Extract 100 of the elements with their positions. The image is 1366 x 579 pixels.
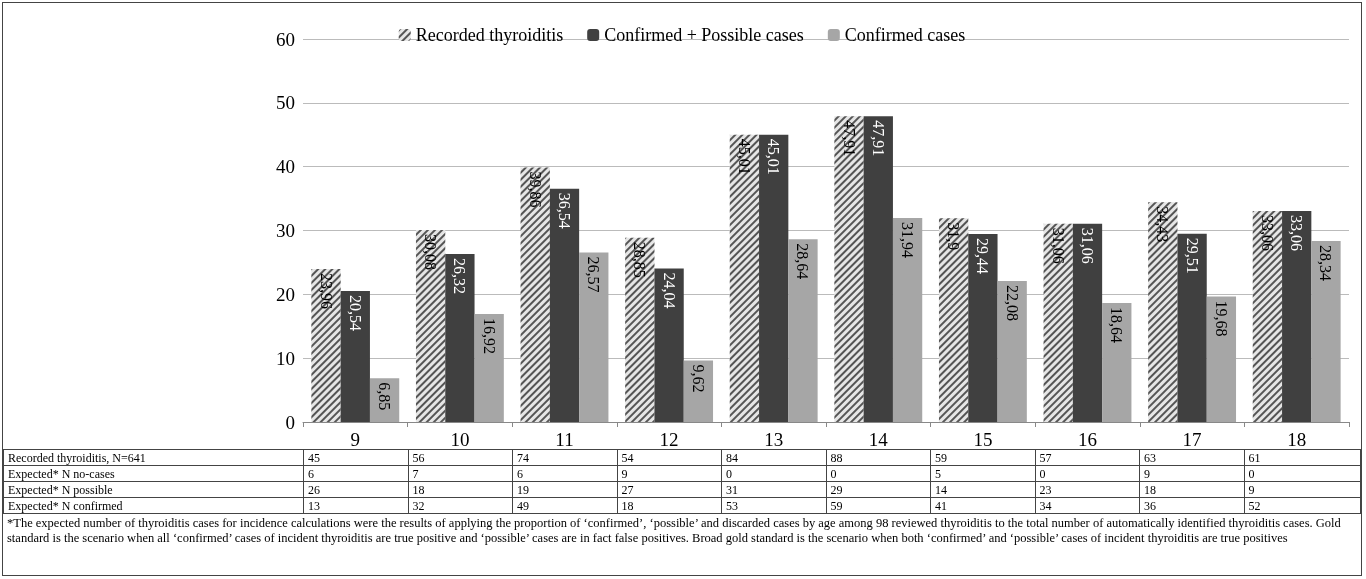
text: 52: [1244, 497, 1361, 514]
data-label: 22,08: [1003, 285, 1021, 322]
text: 7: [408, 465, 513, 482]
text: 49: [512, 497, 617, 514]
bar: [1102, 303, 1132, 422]
bar: [997, 281, 1027, 422]
text: 5: [930, 465, 1035, 482]
data-label: 36,54: [556, 192, 573, 229]
data-label: 31,9: [945, 222, 963, 251]
data-label: 47,91: [869, 120, 887, 157]
text: 45: [303, 449, 408, 466]
text: 9: [1139, 465, 1244, 482]
data-label: 33,06: [1258, 214, 1276, 251]
text: 59: [930, 449, 1035, 466]
bar: [1311, 241, 1341, 422]
y-tick-label: 30: [276, 220, 295, 241]
data-label: 24,04: [660, 272, 678, 309]
data-label: 31,06: [1049, 227, 1067, 264]
data-label: 6,85: [376, 382, 394, 411]
text: 41: [930, 497, 1035, 514]
bar: [579, 252, 609, 422]
text: 36: [1139, 497, 1244, 514]
text: 19: [512, 481, 617, 498]
data-label: 20,54: [346, 294, 364, 331]
data-label: 34,43: [1154, 206, 1172, 243]
text: 18: [408, 481, 513, 498]
data-label: 18,64: [1108, 307, 1126, 344]
bar: [759, 134, 789, 422]
text: 29: [826, 481, 931, 498]
data-label: 30,08: [422, 233, 440, 270]
legend-label: Confirmed + Possible cases: [604, 25, 804, 45]
x-tick-label: 13: [764, 429, 784, 450]
text: 32: [408, 497, 513, 514]
data-label: 28,34: [1317, 245, 1335, 282]
y-tick-label: 40: [276, 156, 295, 178]
x-tick-label: 18: [1287, 429, 1307, 450]
text: *The expected number of thyroiditis cases for incidence calculations were the results of applying the proportion of ‘confirmed’, ‘possible’ and discarded cases by age among 98 reviewed thyroiditis to the total number of automatically identified thyroiditis cases. Gold standard is the scenario when all ‘confirmed’ cases of incident thyroiditis are true positive and ‘possible’ cases are in fact false positives. Broad gold standard is the scenario when both ‘confirmed’ and ‘possible’ cases of incident thyroiditis are true positives: [7, 516, 1342, 546]
text: 74: [512, 449, 617, 466]
text: 6: [303, 465, 408, 482]
x-tick-label: 14: [868, 429, 889, 450]
text: 57: [1035, 449, 1140, 466]
bar: [1177, 233, 1207, 422]
x-tick-label: 12: [659, 429, 679, 450]
text: 9: [617, 465, 722, 482]
data-label: 29,44: [974, 238, 992, 275]
x-tick-label: 15: [973, 429, 993, 450]
data-label: 16,92: [480, 317, 498, 354]
text: 61: [1244, 449, 1361, 466]
data-label: 39,86: [526, 171, 544, 208]
text: 84: [721, 449, 826, 466]
y-tick-label: 0: [285, 411, 295, 433]
text: 56: [408, 449, 513, 466]
text: 88: [826, 449, 931, 466]
text: 0: [1244, 465, 1361, 482]
text: 14: [930, 481, 1035, 498]
data-label: 9,62: [689, 364, 707, 393]
y-tick-label: 50: [276, 92, 295, 114]
y-tick-label: 20: [276, 283, 295, 305]
bar: [863, 116, 893, 422]
bar: [340, 290, 370, 422]
data-label: 19,68: [1212, 300, 1230, 337]
bar: [892, 218, 923, 422]
bar: [788, 239, 818, 422]
bar: [1072, 223, 1103, 422]
x-tick-label: 16: [1078, 429, 1097, 450]
data-label: 28,85: [631, 241, 649, 278]
text: 54: [617, 449, 722, 466]
data-label: 29,51: [1183, 237, 1201, 274]
data-label: 33,06: [1288, 214, 1306, 251]
bar: [1206, 296, 1237, 422]
bar: [1282, 210, 1312, 422]
text: Expected* N no-cases: [3, 465, 304, 482]
text: 59: [826, 497, 931, 514]
text: 53: [721, 497, 826, 514]
text: 0: [721, 465, 826, 482]
legend-label: Recorded thyroiditis: [415, 25, 564, 45]
bar: [549, 188, 580, 422]
text: Expected* N confirmed: [3, 497, 304, 514]
text: 27: [617, 481, 722, 498]
x-tick-label: 10: [450, 429, 470, 450]
data-label: 47,91: [840, 120, 858, 157]
text: 18: [1139, 481, 1244, 498]
text: 6: [512, 465, 617, 482]
y-tick-label: 10: [276, 347, 295, 369]
text: 63: [1139, 449, 1244, 466]
x-tick-label: 11: [555, 429, 574, 450]
text: 34: [1035, 497, 1140, 514]
y-tick-label: 60: [276, 28, 295, 50]
text: 0: [1035, 465, 1140, 482]
text: 31: [721, 481, 826, 498]
bar: [654, 268, 684, 422]
legend-label: Confirmed cases: [844, 25, 966, 45]
bar: [445, 253, 475, 422]
data-label: 45,01: [765, 138, 783, 175]
text: 18: [617, 497, 722, 514]
x-tick-label: 9: [350, 429, 361, 450]
data-label: 31,06: [1079, 227, 1096, 264]
data-label: 26,32: [451, 257, 469, 294]
data-label: 26,57: [585, 256, 603, 293]
text: 13: [303, 497, 408, 514]
